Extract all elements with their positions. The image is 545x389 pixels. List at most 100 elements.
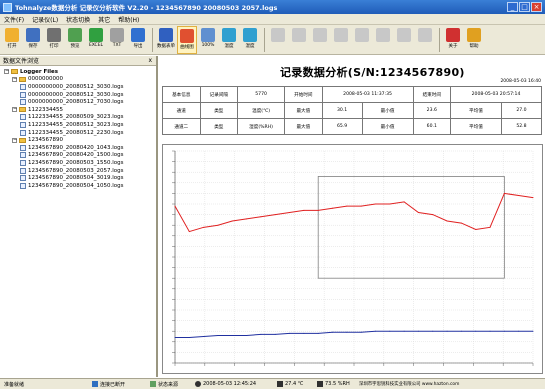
toolbar-button-3[interactable]: 预览	[65, 26, 85, 54]
tree-item-label: 1122334455_20080512_3023.logs	[28, 121, 124, 128]
menu-other[interactable]: 其它	[98, 16, 111, 24]
about-icon	[446, 27, 460, 42]
file-icon	[20, 144, 26, 151]
data-point	[503, 330, 505, 332]
summary-cell: 平均值	[450, 102, 502, 119]
series-line-1	[175, 330, 533, 339]
file-icon	[20, 167, 26, 174]
help-icon	[467, 27, 481, 42]
toolbar-label: TXT	[112, 42, 122, 48]
summary-cell: 开始时间	[284, 86, 323, 103]
toolbar-button-10[interactable]: 温度	[219, 26, 239, 54]
summary-cell: 最大值	[284, 118, 323, 135]
menu-file[interactable]: 文件(F)	[4, 16, 25, 24]
data-point	[432, 330, 434, 332]
toolbar-button-18[interactable]	[394, 26, 414, 54]
collapse-icon[interactable]: −	[12, 136, 18, 143]
summary-row: 通道 类型 温度(℃) 最大值 30.1 最小值 23.6 平均值 27.0	[162, 102, 543, 119]
tree-file-item[interactable]: 1234567890_20080420_1043.logs	[4, 144, 156, 152]
tree-file-item[interactable]: 1122334455_20080512_2230.logs	[4, 129, 156, 137]
clock-icon	[195, 381, 201, 387]
toolbar-label: 帮助	[469, 43, 479, 49]
data-point	[532, 330, 534, 332]
tree-item-label: 1234567890	[28, 137, 63, 144]
toolbar-label: 关于	[448, 43, 458, 49]
toolbar-button-13[interactable]	[289, 26, 309, 54]
tree-file-item[interactable]: 1122334455_20080509_3023.logs	[4, 114, 156, 122]
file-browser-header: 数据文件浏览 ⅹ	[0, 56, 156, 66]
toolbar: 打开 保存 打印 预览 EXCEL TXT 导出 数据表单 曲线图 100% 温度 湿度 关于 帮助	[0, 25, 545, 55]
line-chart[interactable]	[163, 145, 542, 373]
data-point	[475, 330, 477, 332]
status-hum-text: 73.5 %RH	[325, 381, 350, 387]
tree-folder-item[interactable]: − 0000000000	[4, 76, 156, 84]
menu-logger[interactable]: 记录仪(L)	[32, 16, 59, 24]
tree-folder-item[interactable]: − 1122334455	[4, 106, 156, 114]
data-point	[332, 207, 334, 209]
toolbar-button-11[interactable]: 湿度	[240, 26, 260, 54]
collapse-icon[interactable]: −	[12, 75, 18, 82]
maximize-button[interactable]: □	[519, 2, 530, 12]
toolbar-separator	[439, 27, 440, 52]
summary-cell: 最大值	[284, 102, 323, 119]
file-icon	[20, 99, 26, 106]
status-usb-text: 连接已断开	[100, 381, 126, 388]
tree-folder-item[interactable]: − 1234567890	[4, 136, 156, 144]
toolbar-button-2[interactable]: 打印	[44, 26, 64, 54]
tree-file-item[interactable]: 1234567890_20080503_2057.logs	[4, 167, 156, 175]
tree-file-item[interactable]: 1234567890_20080504_3019.logs	[4, 174, 156, 182]
menu-help[interactable]: 帮助(H)	[118, 16, 140, 24]
collapse-icon[interactable]: −	[4, 68, 10, 75]
collapse-icon[interactable]: −	[12, 106, 18, 113]
file-browser-title: 数据文件浏览	[3, 58, 40, 65]
close-button[interactable]: ×	[531, 2, 542, 12]
summary-cell: 通道	[162, 102, 201, 119]
tree-folder-item[interactable]: − Logger Files	[4, 68, 156, 76]
toolbar-button-1[interactable]: 保存	[23, 26, 43, 54]
toolbar-button-14[interactable]	[310, 26, 330, 54]
disabled-icon	[355, 27, 369, 42]
toolbar-button-19[interactable]	[415, 26, 435, 54]
tree-file-item[interactable]: 0000000000_20080512_3030.logs	[4, 91, 156, 99]
tree-item-label: 1234567890_20080503_2057.logs	[28, 167, 124, 174]
summary-cell: 30.1	[321, 102, 363, 119]
toolbar-label: EXCEL	[88, 42, 104, 48]
toolbar-button-5[interactable]: TXT	[107, 26, 127, 54]
tree-file-item[interactable]: 1234567890_20080420_1500.logs	[4, 152, 156, 160]
data-point	[289, 211, 291, 213]
usb-icon	[92, 381, 98, 387]
tree-item-label: Logger Files	[20, 68, 59, 75]
data-point	[475, 228, 477, 230]
summary-cell: 结束时间	[412, 86, 452, 103]
summary-cell: 2008-05-03 11:37:35	[321, 86, 414, 103]
data-point	[346, 205, 348, 207]
toolbar-label: 打开	[7, 43, 17, 49]
status-ready: 准备就绪	[4, 381, 25, 388]
toolbar-button-12[interactable]	[268, 26, 288, 54]
data-point	[231, 220, 233, 222]
tree-file-item[interactable]: 0000000000_20080512_3030.logs	[4, 83, 156, 91]
toolbar-button-9[interactable]: 100%	[198, 26, 218, 54]
minimize-button[interactable]: _	[507, 2, 518, 12]
toolbar-button-20[interactable]: 关于	[443, 26, 463, 54]
tree-file-item[interactable]: 0000000000_20080512_7030.logs	[4, 98, 156, 106]
toolbar-button-7[interactable]: 数据表单	[156, 26, 176, 54]
toolbar-button-0[interactable]: 打开	[2, 26, 22, 54]
pin-icon[interactable]: ⅹ	[148, 57, 152, 64]
tree-file-item[interactable]: 1234567890_20080504_1050.logs	[4, 182, 156, 190]
toolbar-button-17[interactable]	[373, 26, 393, 54]
tree-file-item[interactable]: 1234567890_20080503_1550.logs	[4, 159, 156, 167]
toolbar-separator	[264, 27, 265, 52]
toolbar-button-15[interactable]	[331, 26, 351, 54]
toolbar-button-21[interactable]: 帮助	[464, 26, 484, 54]
toolbar-button-6[interactable]: 导出	[128, 26, 148, 54]
file-icon	[20, 152, 26, 159]
data-point	[489, 330, 491, 332]
data-point	[317, 332, 319, 334]
toolbar-button-4[interactable]: EXCEL	[86, 26, 106, 54]
data-point	[389, 203, 391, 205]
toolbar-button-8[interactable]: 曲线图	[177, 25, 197, 54]
tree-file-item[interactable]: 1122334455_20080512_3023.logs	[4, 121, 156, 129]
toolbar-button-16[interactable]	[352, 26, 372, 54]
menu-status[interactable]: 状态切换	[66, 16, 91, 24]
